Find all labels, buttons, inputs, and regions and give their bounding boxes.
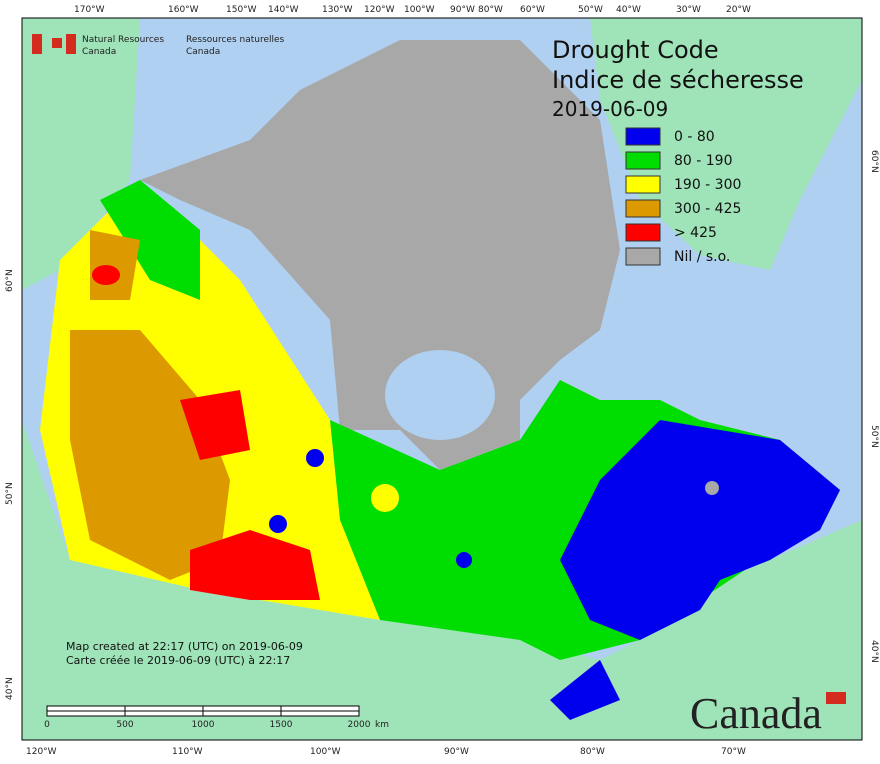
region — [269, 515, 287, 533]
lon-label: 160°W — [168, 5, 199, 15]
scale-label: 500 — [116, 720, 133, 730]
scale-label: 1500 — [270, 720, 293, 730]
lon-label: 80°W — [478, 5, 503, 15]
region — [180, 390, 250, 460]
scale-segment — [280, 710, 360, 717]
lon-label: 120°W — [364, 5, 395, 15]
region — [140, 40, 620, 470]
nrcan-logo: Natural Resources Canada Ressources natu… — [32, 34, 285, 57]
scale-label: 1000 — [192, 720, 215, 730]
scale-segment — [46, 705, 126, 712]
legend-label: 190 - 300 — [674, 177, 741, 193]
legend-label: Nil / s.o. — [674, 249, 730, 265]
wordmark: Canada — [690, 689, 822, 738]
scale-label: 2000 — [348, 720, 371, 730]
scale-segment — [202, 705, 282, 712]
flag-bar — [32, 34, 42, 54]
region — [456, 552, 472, 568]
lon-label: 30°W — [676, 5, 701, 15]
scale-label: 0 — [44, 720, 50, 730]
lon-label: 90°W — [444, 747, 469, 757]
lon-label: 80°W — [580, 747, 605, 757]
lat-label: 40°N — [869, 640, 879, 663]
region — [70, 330, 230, 580]
region — [190, 530, 320, 600]
region — [560, 420, 840, 640]
legend-swatch — [625, 175, 661, 194]
lon-label: 130°W — [322, 5, 353, 15]
scale-segment — [202, 710, 282, 717]
title: Drought Code — [552, 36, 719, 64]
lat-label: 60°N — [5, 269, 15, 292]
lon-label: 120°W — [26, 747, 57, 757]
flag-bar — [66, 34, 76, 54]
lon-label: 90°W — [450, 5, 475, 15]
region — [306, 449, 324, 467]
date: 2019-06-09 — [552, 97, 668, 121]
agency-en: Natural Resources — [82, 35, 164, 45]
wordmark-flag — [826, 692, 846, 704]
lon-label: 100°W — [310, 747, 341, 757]
lat-label: 50°N — [5, 482, 15, 505]
scale-segment — [124, 705, 204, 712]
alaska — [22, 18, 140, 290]
region — [371, 484, 399, 512]
lat-label: 40°N — [5, 677, 15, 700]
legend-swatch — [625, 247, 661, 266]
lon-label: 20°W — [726, 5, 751, 15]
legend-swatch — [625, 199, 661, 218]
legend-swatch — [625, 151, 661, 170]
footer: Carte créée le 2019-06-09 (UTC) à 22:17 — [66, 654, 290, 667]
lat-label: 50°N — [869, 425, 879, 448]
legend-label: 0 - 80 — [674, 129, 715, 145]
title: Indice de sécheresse — [552, 66, 804, 94]
legend: 0 - 80 80 - 190 190 - 300 300 - 425 > 425 Nil… — [625, 127, 741, 266]
lat-label: 60°N — [869, 150, 879, 173]
hudson-bay — [385, 350, 495, 440]
frame — [21, 17, 863, 741]
lon-label: 60°W — [520, 5, 545, 15]
agency-en: Canada — [82, 47, 116, 57]
legend-label: > 425 — [674, 225, 717, 241]
lon-label: 150°W — [226, 5, 257, 15]
graticule-labels: 170°W 160°W 150°W 140°W 130°W 120°W 100°W 90°W 8… — [5, 5, 879, 757]
lon-label: 170°W — [74, 5, 105, 15]
legend-swatch — [625, 127, 661, 146]
scale-segment — [124, 710, 204, 717]
lon-label: 110°W — [172, 747, 203, 757]
agency-fr: Ressources naturelles — [186, 35, 285, 45]
agency-fr: Canada — [186, 47, 220, 57]
lon-label: 40°W — [616, 5, 641, 15]
legend-swatch — [625, 223, 661, 242]
region — [100, 180, 200, 300]
lon-label: 100°W — [404, 5, 435, 15]
drought-regions — [40, 40, 840, 720]
scale-segment — [280, 705, 360, 712]
region — [705, 481, 719, 495]
legend-label: 300 - 425 — [674, 201, 741, 217]
lon-label: 140°W — [268, 5, 299, 15]
scale-bar: 0 500 1000 1500 2000 km — [44, 705, 389, 730]
region — [550, 660, 620, 720]
region — [92, 265, 120, 285]
footer: Map created at 22:17 (UTC) on 2019-06-09 — [66, 640, 303, 653]
legend-label: 80 - 190 — [674, 153, 733, 169]
lon-label: 50°W — [578, 5, 603, 15]
flag-leaf — [52, 38, 62, 48]
scale-unit: km — [375, 720, 389, 730]
scale-segment — [46, 710, 126, 717]
usa — [22, 420, 862, 740]
lon-label: 70°W — [721, 747, 746, 757]
